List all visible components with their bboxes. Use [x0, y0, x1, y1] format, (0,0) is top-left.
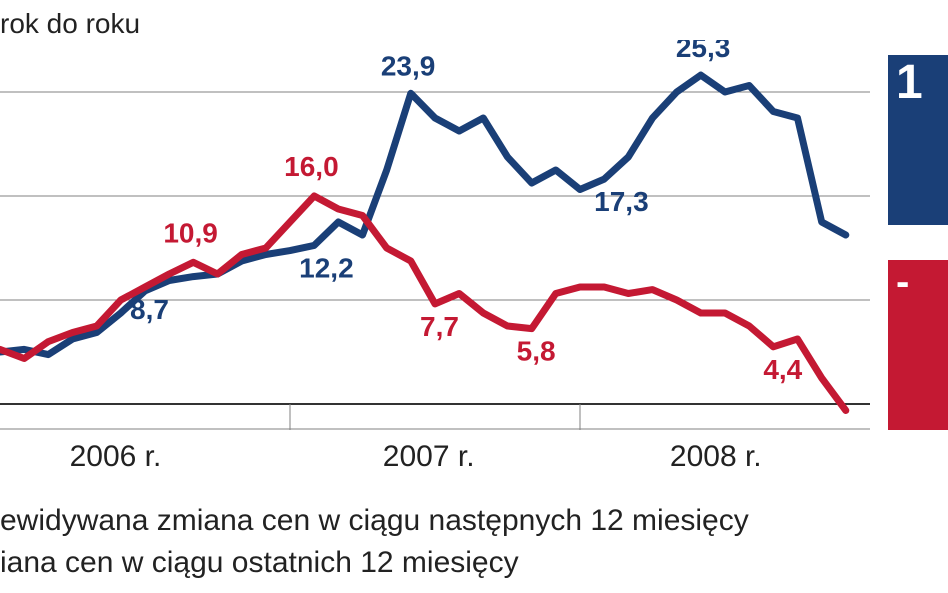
side-red-text: -	[896, 260, 948, 305]
legend-line-1: ewidywana zmiana cen w ciągu następnych …	[0, 500, 749, 542]
x-axis-label: 2008 r.	[670, 440, 762, 474]
svg-text:5,8: 5,8	[517, 336, 556, 367]
top-label: rok do roku	[0, 8, 140, 40]
svg-text:8,7: 8,7	[130, 294, 169, 325]
svg-text:25,3: 25,3	[676, 40, 731, 63]
svg-text:7,7: 7,7	[420, 311, 459, 342]
side-blue-text: 1	[896, 55, 948, 110]
chart-svg: 10,9 8,7 16,0 12,2 23,9 7,7 5,8 17,3 25,3 4,4	[0, 40, 870, 430]
svg-text:10,9: 10,9	[163, 217, 218, 248]
chart-container: rok do roku 10,9 8,7 16,0 12,2 23,9 7,7 5,8 17,…	[0, 0, 948, 593]
x-axis-label: 2007 r.	[383, 440, 475, 474]
legend-line-2: iana cen w ciągu ostatnich 12 miesięcy	[0, 542, 749, 584]
svg-text:17,3: 17,3	[594, 186, 649, 217]
svg-text:16,0: 16,0	[284, 151, 339, 182]
svg-text:4,4: 4,4	[763, 354, 802, 385]
x-axis-labels: 2006 r. 2007 r. 2008 r.	[0, 440, 870, 490]
side-panel-blue: 1	[888, 55, 948, 225]
svg-text:12,2: 12,2	[299, 252, 354, 283]
line-chart: 10,9 8,7 16,0 12,2 23,9 7,7 5,8 17,3 25,3 4,4	[0, 40, 870, 430]
side-panel-red: -	[888, 260, 948, 430]
x-axis-label: 2006 r.	[70, 440, 162, 474]
svg-text:23,9: 23,9	[381, 50, 436, 81]
legend: ewidywana zmiana cen w ciągu następnych …	[0, 500, 749, 584]
